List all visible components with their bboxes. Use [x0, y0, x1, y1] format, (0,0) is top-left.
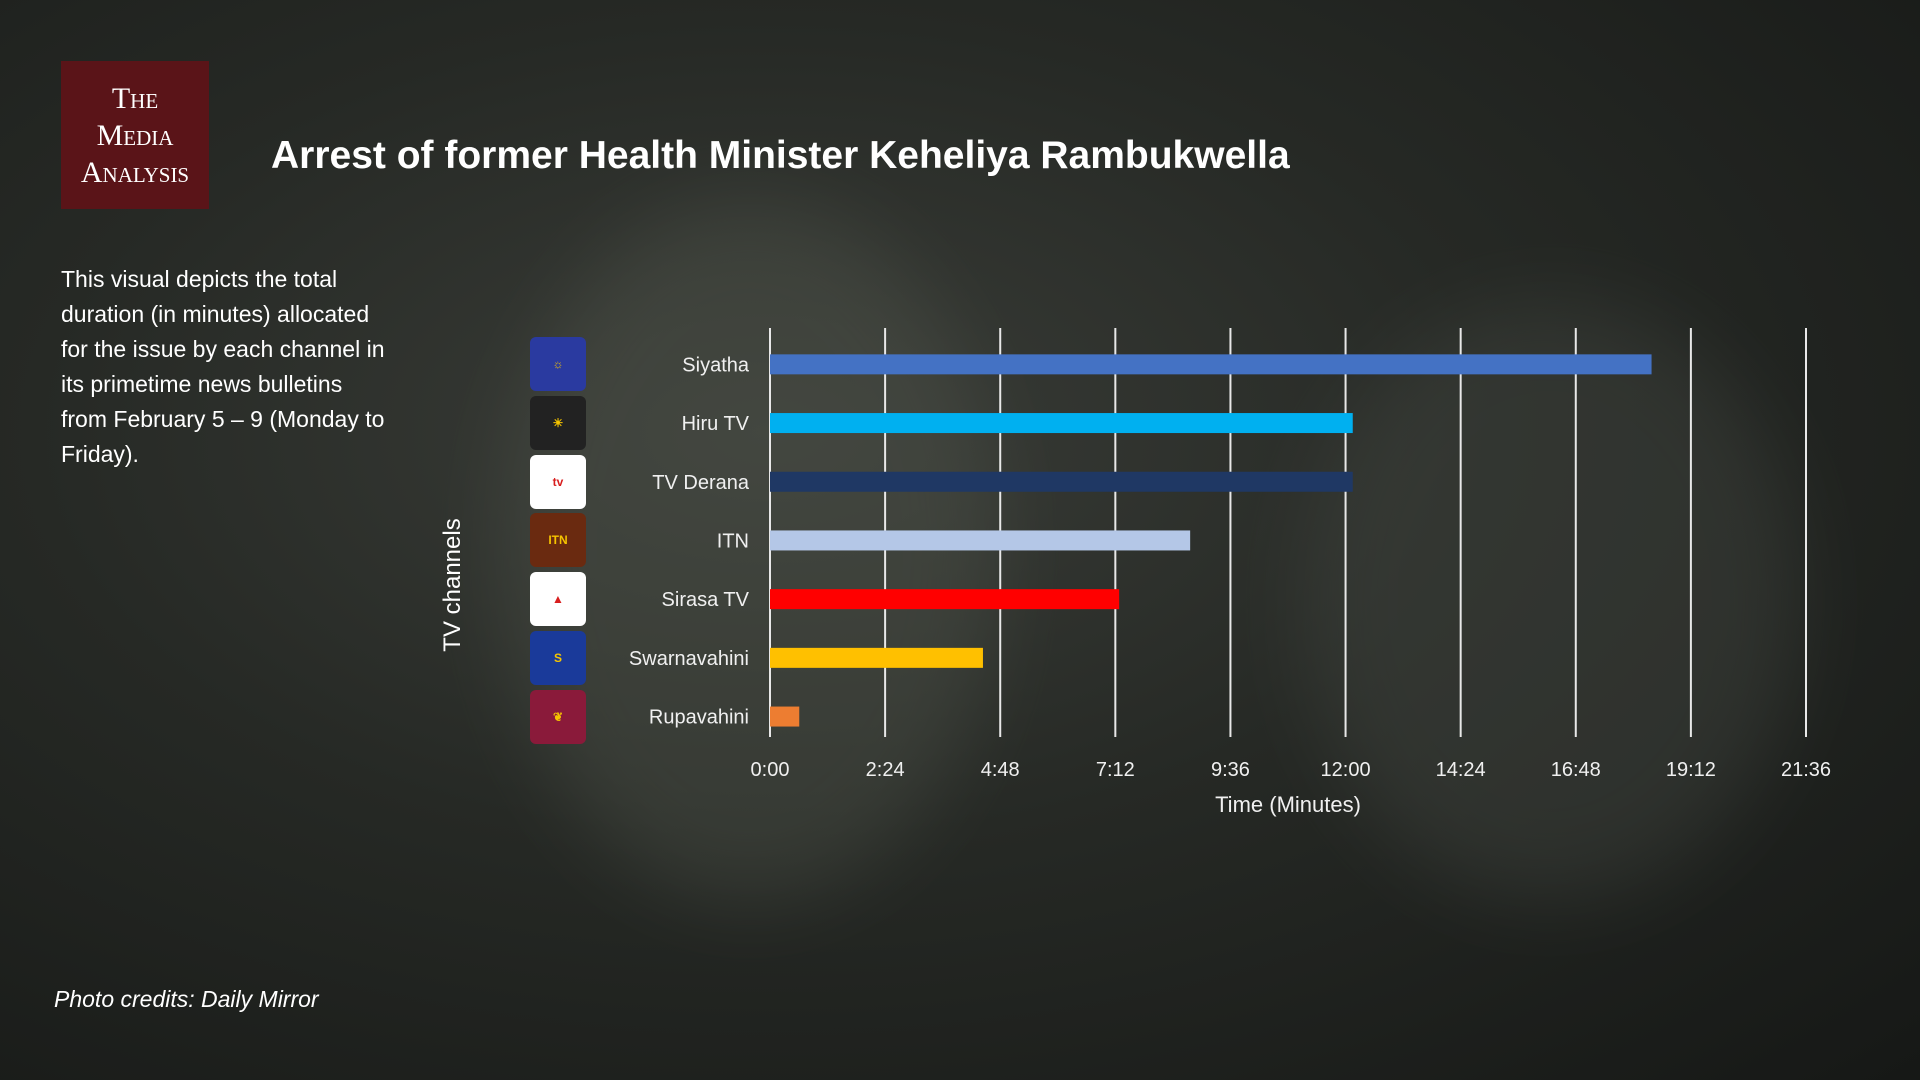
channel-logo-icon: ☀ [530, 396, 586, 451]
category-label: Siyatha [682, 354, 750, 376]
channel-logo-icon: ITN [530, 513, 586, 568]
x-tick-label: 4:48 [981, 759, 1020, 781]
channel-logo-icon: S [530, 630, 586, 685]
x-tick-label: 16:48 [1551, 759, 1601, 781]
x-tick-label: 14:24 [1436, 759, 1486, 781]
channel-logo-icon: ☼ [530, 337, 586, 392]
channel-logo-icon: tv [530, 454, 586, 509]
bar-hiru-tv [770, 413, 1353, 434]
description: This visual depicts the total duration (… [61, 266, 385, 467]
category-label: TV Derana [652, 472, 750, 494]
category-label: Hiru TV [682, 413, 750, 435]
bar-siyatha [770, 354, 1652, 375]
bar-rupavahini [770, 706, 800, 727]
category-label: Sirasa TV [662, 589, 750, 611]
category-label: ITN [717, 530, 749, 552]
x-tick-label: 19:12 [1666, 759, 1716, 781]
channel-logo-icon: ❦ [530, 689, 586, 744]
x-tick-label: 0:00 [751, 759, 790, 781]
x-axis-title: Time (Minutes) [1215, 792, 1361, 817]
category-label: Rupavahini [649, 707, 749, 729]
media-analysis-logo: The Media Analysis [61, 61, 209, 209]
background-photo-figure [1300, 300, 1800, 900]
photo-credit: Photo credits: Daily Mirror [54, 986, 319, 1012]
logo-text-line: Analysis [80, 155, 190, 189]
bar-tv-derana [770, 471, 1353, 492]
bar-itn [770, 530, 1191, 551]
x-tick-label: 12:00 [1321, 759, 1371, 781]
x-tick-label: 2:24 [866, 759, 905, 781]
bar-swarnavahini [770, 647, 983, 668]
x-tick-label: 21:36 [1781, 759, 1831, 781]
category-label: Swarnavahini [629, 648, 749, 670]
channel-logo-icon: ▲ [530, 572, 586, 627]
logo-text-line: The [111, 81, 159, 115]
x-tick-label: 7:12 [1096, 759, 1135, 781]
x-tick-label: 9:36 [1211, 759, 1250, 781]
bar-sirasa-tv [770, 589, 1120, 610]
page-title: Arrest of former Health Minister Keheliy… [271, 134, 1290, 177]
logo-text-line: Media [96, 118, 174, 152]
